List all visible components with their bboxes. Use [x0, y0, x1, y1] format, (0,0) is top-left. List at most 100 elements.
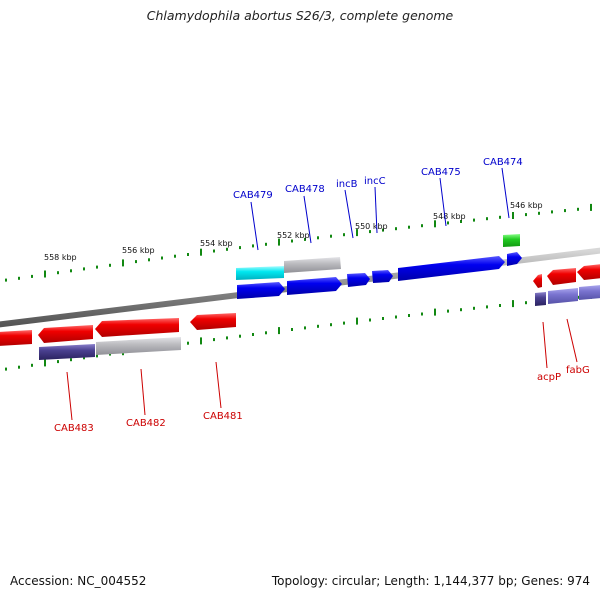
- gene-arrow-fabG[interactable]: [547, 268, 576, 285]
- lower-tick-minor: [18, 365, 20, 369]
- upper-tick-major: [122, 259, 124, 267]
- gene-label-incB[interactable]: incB: [336, 179, 358, 190]
- gene-arrow-CAB479[interactable]: [237, 282, 285, 299]
- gene-label-CAB474[interactable]: CAB474: [483, 157, 523, 168]
- lower-tick-major: [278, 327, 280, 335]
- lower-tick-minor: [83, 356, 85, 360]
- leader-incB: [344, 189, 354, 239]
- lower-tick-minor: [499, 304, 501, 307]
- upper-tick-minor: [447, 221, 449, 225]
- upper-tick-major: [200, 248, 202, 256]
- purple-feature-1[interactable]: [39, 344, 95, 360]
- gene-arrow-CAB475[interactable]: [398, 256, 505, 281]
- lower-tick-minor: [525, 301, 527, 305]
- upper-tick-minor: [226, 247, 228, 251]
- upper-tick-minor: [109, 263, 111, 267]
- scale-label-556kbp: 556 kbp: [122, 246, 155, 255]
- upper-tick-minor: [135, 260, 137, 264]
- lower-tick-minor: [265, 331, 267, 335]
- upper-tick-major: [434, 220, 436, 228]
- lower-tick-minor: [447, 309, 449, 313]
- upper-tick-minor: [577, 207, 579, 211]
- upper-tick-minor: [161, 256, 163, 260]
- upper-tick-major: [44, 270, 46, 278]
- leader-incC: [374, 186, 378, 234]
- leader-CAB479: [250, 201, 259, 251]
- purple-feature-2[interactable]: [535, 292, 546, 306]
- genome-summary-text: Topology: circular; Length: 1,144,377 bp…: [271, 574, 590, 588]
- gene-arrow-CAB481[interactable]: [190, 313, 236, 330]
- gene-arrow-red-1[interactable]: [0, 330, 32, 346]
- lower-tick-minor: [473, 306, 475, 310]
- gene-label-incC[interactable]: incC: [364, 176, 386, 187]
- gene-arrow-CAB478[interactable]: [287, 277, 342, 295]
- scale-label-558kbp: 558 kbp: [44, 253, 77, 262]
- gene-label-acpP[interactable]: acpP: [537, 372, 561, 383]
- upper-tick-minor: [57, 271, 59, 275]
- gene-arrow-incB[interactable]: [347, 273, 370, 287]
- upper-tick-minor: [408, 225, 410, 229]
- upper-tick-minor: [343, 233, 345, 237]
- accession-text: Accession: NC_004552: [10, 574, 147, 588]
- gene-arrow-incC[interactable]: [372, 270, 393, 283]
- upper-tick-major: [590, 203, 592, 211]
- lilac-feature-edge[interactable]: [579, 285, 600, 300]
- gene-label-CAB483[interactable]: CAB483: [54, 423, 94, 434]
- gray-feature-upper[interactable]: [284, 257, 341, 273]
- gene-label-CAB482[interactable]: CAB482: [126, 418, 166, 429]
- lower-tick-minor: [460, 308, 462, 312]
- lower-tick-minor: [382, 317, 384, 320]
- upper-tick-minor: [239, 246, 241, 250]
- gene-label-CAB478[interactable]: CAB478: [285, 184, 325, 195]
- gray-feature-lower[interactable]: [96, 337, 181, 355]
- upper-tick-minor: [330, 234, 332, 238]
- lower-tick-minor: [330, 323, 332, 327]
- lower-tick-minor: [395, 315, 397, 319]
- gene-label-CAB475[interactable]: CAB475: [421, 167, 461, 178]
- lower-tick-minor: [408, 314, 410, 317]
- upper-tick-minor: [382, 228, 384, 232]
- gene-arrow-red-edge[interactable]: [577, 264, 600, 280]
- gene-arrow-CAB482[interactable]: [95, 318, 179, 337]
- upper-tick-minor: [83, 267, 85, 271]
- lilac-feature[interactable]: [548, 288, 578, 304]
- upper-tick-minor: [499, 215, 501, 219]
- green-feature[interactable]: [503, 234, 520, 247]
- cyan-feature[interactable]: [236, 266, 284, 280]
- upper-tick-minor: [18, 276, 20, 280]
- scale-label-554kbp: 554 kbp: [200, 239, 233, 248]
- gene-arrow-CAB483[interactable]: [38, 325, 93, 343]
- lower-tick-major: [44, 359, 46, 367]
- upper-tick-track: [5, 203, 592, 282]
- upper-tick-minor: [369, 230, 371, 234]
- scale-label-546kbp: 546 kbp: [510, 201, 543, 210]
- lower-tick-minor: [252, 333, 254, 336]
- lower-tick-minor: [5, 367, 7, 371]
- leader-CAB475: [439, 177, 447, 227]
- lower-tick-minor: [421, 312, 423, 316]
- upper-tick-minor: [174, 254, 176, 258]
- upper-tick-minor: [564, 209, 566, 213]
- upper-tick-minor: [31, 274, 33, 278]
- lower-tick-major: [200, 337, 202, 345]
- gene-arrow-acpP[interactable]: [533, 274, 542, 288]
- lower-tick-minor: [96, 354, 98, 358]
- gene-label-CAB481[interactable]: CAB481: [203, 411, 243, 422]
- upper-tick-minor: [460, 220, 462, 223]
- upper-tick-minor: [252, 244, 254, 248]
- leader-CAB482: [140, 368, 146, 416]
- gene-arrow-CAB474[interactable]: [507, 252, 522, 266]
- upper-tick-minor: [421, 224, 423, 228]
- gene-label-CAB479[interactable]: CAB479: [233, 190, 273, 201]
- lower-tick-minor: [369, 318, 371, 322]
- scale-label-552kbp: 552 kbp: [277, 231, 310, 240]
- gene-label-fabG[interactable]: fabG: [566, 365, 590, 376]
- upper-tick-minor: [473, 218, 475, 222]
- lower-tick-minor: [304, 326, 306, 330]
- upper-tick-minor: [538, 211, 540, 215]
- lower-tick-major: [512, 300, 514, 308]
- upper-tick-minor: [395, 227, 397, 231]
- upper-tick-minor: [187, 253, 189, 256]
- lower-tick-minor: [317, 324, 319, 328]
